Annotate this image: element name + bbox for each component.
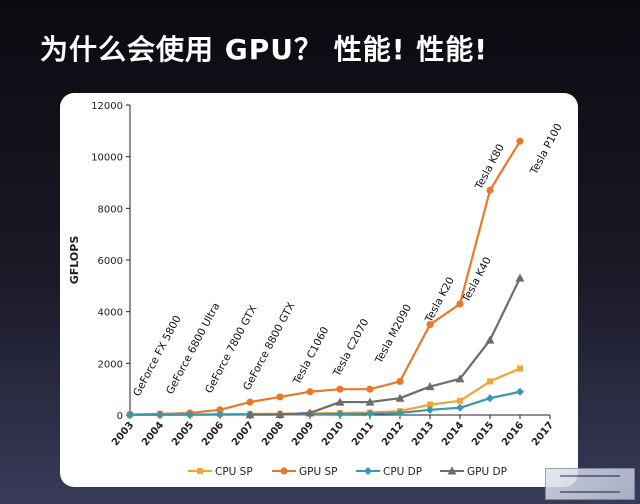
x-tick-label: 2006 [200, 420, 226, 448]
series-layer [126, 137, 525, 419]
data-point [156, 410, 164, 419]
x-tick-label: 2017 [530, 420, 556, 448]
data-point [276, 393, 284, 401]
series-line [129, 140, 521, 416]
data-point [246, 398, 254, 406]
x-tick-label: 2013 [410, 420, 436, 448]
series-line [129, 390, 521, 416]
data-point [425, 382, 435, 391]
y-tick-label: 4000 [98, 308, 123, 319]
y-tick-label: 2000 [98, 359, 123, 370]
x-tick-label: 2015 [470, 420, 496, 448]
data-point [486, 394, 494, 403]
x-tick-label: 2004 [140, 420, 166, 448]
data-point [396, 408, 404, 417]
data-point [216, 406, 224, 414]
data-point [335, 397, 345, 406]
annotation-label: Tesla P100 [528, 122, 565, 178]
data-point [365, 397, 375, 406]
data-point [395, 393, 405, 402]
y-tick-label: 0 [117, 411, 123, 422]
legend-item: GPU SP [272, 466, 338, 478]
data-point [456, 300, 464, 308]
data-point [245, 410, 255, 419]
x-tick-label: 2009 [290, 420, 316, 448]
legend-label: CPU SP [215, 466, 253, 478]
data-point [515, 273, 525, 282]
data-point [447, 466, 457, 475]
annotation-label: Tesla C2070 [331, 317, 372, 379]
data-point [336, 385, 344, 393]
data-point [517, 365, 523, 372]
data-point [197, 468, 203, 474]
data-point [485, 335, 495, 344]
series-gpu-dp [245, 273, 525, 419]
data-point [186, 410, 194, 419]
legend-item: CPU SP [188, 466, 253, 478]
series-gpu-sp [126, 137, 524, 419]
x-tick-label: 2014 [440, 420, 466, 448]
watermark-mark [560, 475, 620, 493]
slide-title: 为什么会使用 GPU？ 性能! 性能! [40, 33, 489, 66]
annotation-label: Tesla K80 [473, 142, 507, 192]
x-tick-label: 2008 [260, 420, 286, 448]
data-point [366, 385, 374, 393]
annotation-label: Tesla C1060 [291, 325, 332, 387]
y-axis-label: GFLOPS [68, 236, 81, 285]
x-tick-label: 2012 [380, 420, 406, 448]
annotation-label: Tesla M2090 [373, 302, 415, 366]
series-cpu-dp [126, 387, 524, 419]
data-point [280, 467, 288, 475]
data-point [457, 397, 463, 404]
y-tick-label: 6000 [98, 256, 123, 267]
y-tick-label: 12000 [91, 101, 123, 112]
data-point [216, 410, 224, 419]
data-point [366, 409, 374, 418]
legend-label: GPU DP [467, 466, 507, 478]
data-point [336, 409, 344, 418]
annotation-label: Tesla K40 [460, 255, 494, 305]
data-point [456, 403, 464, 412]
y-tick-label: 8000 [98, 204, 123, 215]
data-point [427, 401, 433, 408]
legend-label: GPU SP [299, 466, 338, 478]
chart-legend: CPU SP GPU SP CPU DP GPU DP [188, 466, 507, 478]
data-point [426, 320, 434, 329]
x-tick-label: 2011 [350, 420, 376, 448]
x-tick-label: 2010 [320, 420, 346, 448]
legend-item: GPU DP [440, 466, 507, 478]
series-line [249, 277, 521, 416]
data-point [126, 410, 134, 419]
data-point [275, 409, 285, 418]
chart-card: 0 2000 4000 6000 8000 10000 12000 GFLOPS 2003 200… [60, 93, 578, 487]
data-point [516, 137, 524, 145]
x-tick-label: 2016 [500, 420, 526, 448]
x-tick-label: 2007 [230, 420, 256, 448]
data-point [516, 387, 524, 396]
data-point [455, 374, 465, 383]
data-point [486, 186, 494, 194]
legend-label: CPU DP [383, 466, 422, 478]
data-point [305, 408, 315, 417]
watermark-logo [545, 468, 635, 500]
y-tick-label: 10000 [91, 153, 123, 164]
data-point [364, 467, 372, 475]
x-tick-label: 2003 [110, 420, 136, 448]
data-point [426, 405, 434, 414]
x-tick-label: 2005 [170, 420, 196, 448]
legend-item: CPU DP [356, 466, 422, 478]
data-point [306, 388, 314, 396]
data-point [487, 378, 493, 385]
data-point [396, 377, 404, 386]
